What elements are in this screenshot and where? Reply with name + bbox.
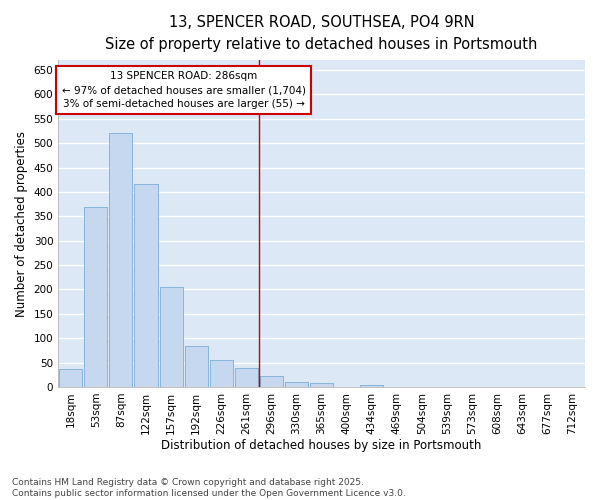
Text: Contains HM Land Registry data © Crown copyright and database right 2025.
Contai: Contains HM Land Registry data © Crown c…	[12, 478, 406, 498]
Bar	[185, 346, 208, 387]
Bar	[235, 368, 258, 387]
Bar	[109, 134, 133, 387]
Bar	[209, 360, 233, 387]
Title: 13, SPENCER ROAD, SOUTHSEA, PO4 9RN
Size of property relative to detached houses: 13, SPENCER ROAD, SOUTHSEA, PO4 9RN Size…	[106, 15, 538, 52]
Bar	[59, 369, 82, 387]
Text: 13 SPENCER ROAD: 286sqm
← 97% of detached houses are smaller (1,704)
3% of semi-: 13 SPENCER ROAD: 286sqm ← 97% of detache…	[62, 71, 305, 109]
Bar	[285, 382, 308, 387]
Bar	[260, 376, 283, 387]
Bar	[360, 384, 383, 387]
Y-axis label: Number of detached properties: Number of detached properties	[15, 130, 28, 316]
Bar	[134, 184, 158, 387]
Bar	[84, 206, 107, 387]
Bar	[310, 383, 333, 387]
X-axis label: Distribution of detached houses by size in Portsmouth: Distribution of detached houses by size …	[161, 440, 482, 452]
Bar	[160, 287, 182, 387]
